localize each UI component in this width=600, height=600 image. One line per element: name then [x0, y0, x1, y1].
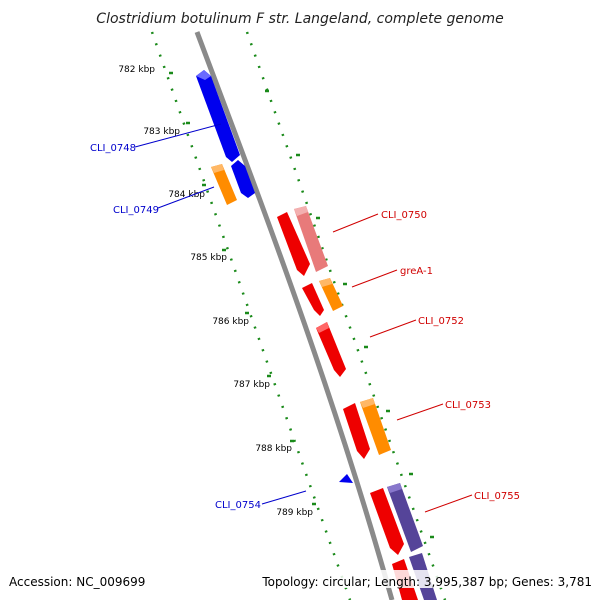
gene-label-CLI_0749[interactable]: CLI_0749: [113, 205, 159, 216]
gene-CLI_0752[interactable]: [316, 322, 346, 377]
tick-label-786: 786 kbp: [212, 317, 249, 327]
inner-dotted-track: [150, 31, 352, 600]
gene-label-CLI_0754[interactable]: CLI_0754: [215, 500, 261, 511]
leader-CLI_0755: [424, 494, 473, 513]
genome-backbone: [194, 31, 395, 600]
leader-CLI_0754: [261, 490, 307, 505]
gene-CLI_0748[interactable]: [196, 70, 240, 162]
gene-CLI_0753[interactable]: [343, 398, 391, 459]
leader-CLI_0750: [332, 213, 379, 233]
genome-title: Clostridium botulinum F str. Langeland, …: [96, 11, 503, 27]
accession-text: Accession: NC_009699: [9, 575, 145, 589]
gene-greA-1[interactable]: [302, 278, 343, 316]
gene-label-CLI_0750[interactable]: CLI_0750: [381, 210, 427, 221]
tick-label-783: 783 kbp: [143, 127, 180, 137]
tick-label-788: 788 kbp: [255, 444, 292, 454]
gene-CLI_0755[interactable]: [370, 483, 423, 555]
tick-label-789: 789 kbp: [276, 508, 313, 518]
footer-backdrop: [255, 570, 600, 588]
tick-label-784: 784 kbp: [168, 190, 205, 200]
leader-CLI_0753: [396, 403, 444, 421]
tick-label-782: 782 kbp: [118, 65, 155, 75]
leader-greA-1: [351, 269, 398, 288]
gene-label-greA-1[interactable]: greA-1: [400, 266, 433, 277]
leader-CLI_0752: [369, 319, 417, 338]
tick-label-785: 785 kbp: [190, 253, 227, 263]
gene-label-CLI_0748[interactable]: CLI_0748: [90, 143, 136, 154]
gene-CLI_0754[interactable]: [339, 474, 353, 483]
outer-dotted-track: [245, 31, 447, 600]
gene-label-CLI_0755[interactable]: CLI_0755: [474, 491, 520, 502]
gene-label-CLI_0752[interactable]: CLI_0752: [418, 316, 464, 327]
gene-label-CLI_0753[interactable]: CLI_0753: [445, 400, 491, 411]
gene-CLI_0749[interactable]: [211, 160, 255, 205]
track-dash-marks: [169, 71, 434, 539]
topology-text: Topology: circular; Length: 3,995,387 bp…: [261, 575, 592, 589]
leader-CLI_0748: [134, 123, 222, 148]
tick-label-787: 787 kbp: [233, 380, 270, 390]
leader-CLI_0749: [157, 186, 215, 209]
gene-CLI_0750[interactable]: [277, 206, 328, 276]
